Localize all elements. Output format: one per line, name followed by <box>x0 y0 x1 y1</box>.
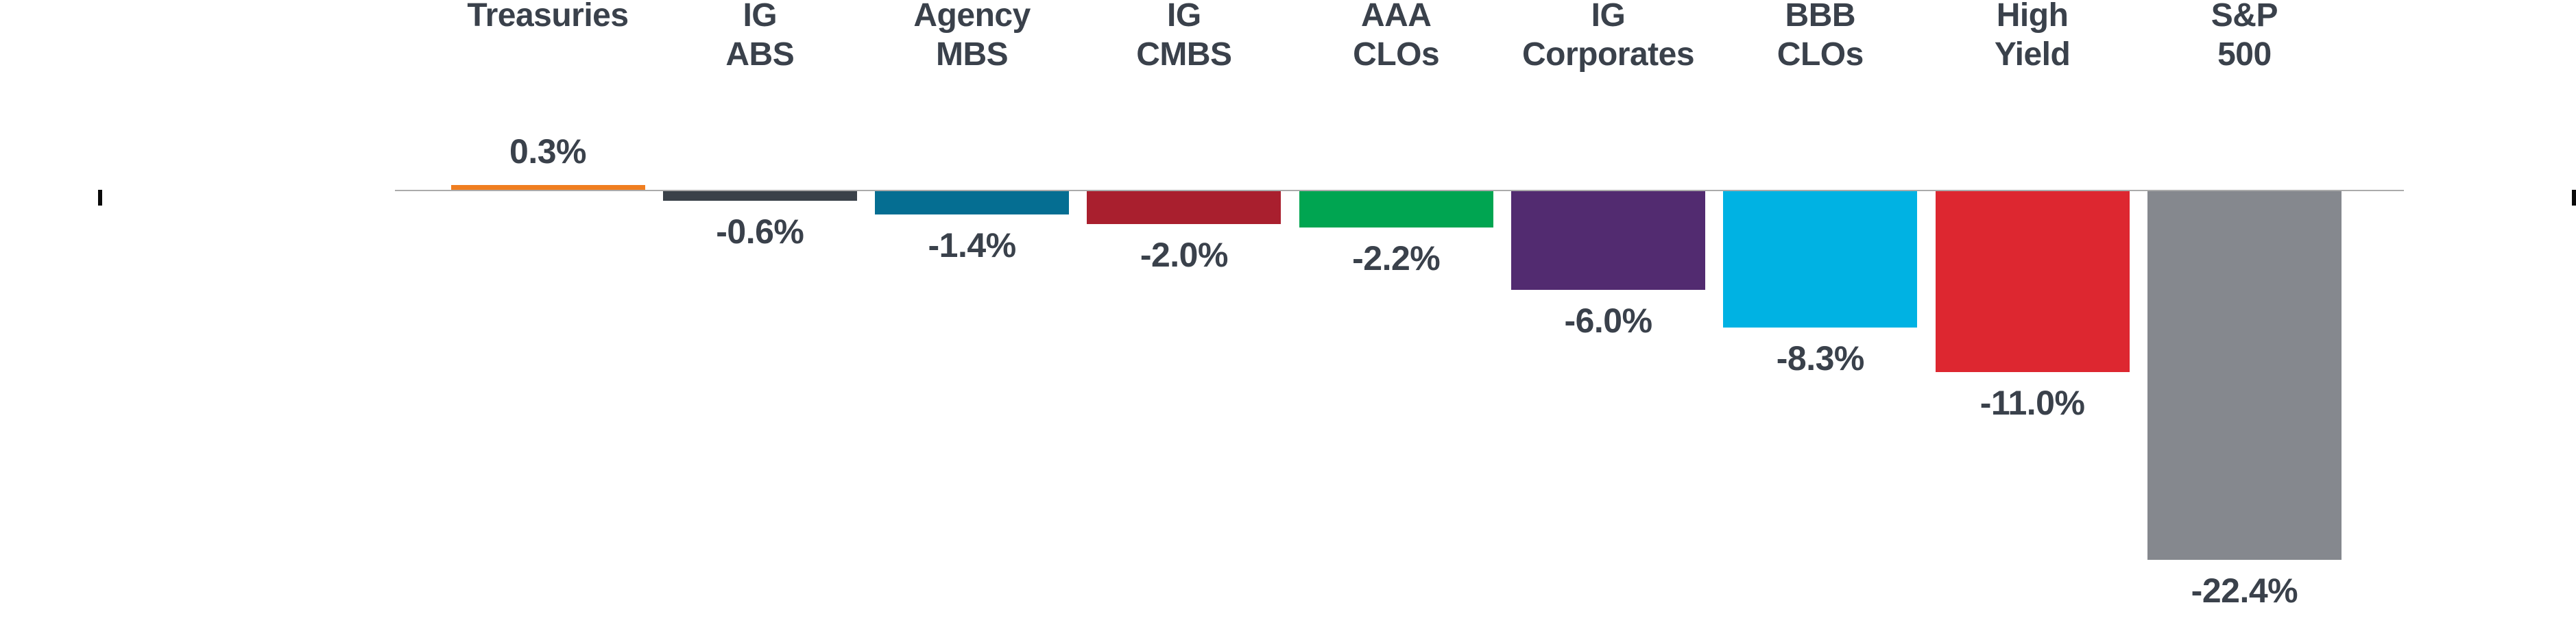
left-edge-mark <box>98 190 102 206</box>
value-label-agency-mbs: -1.4% <box>928 225 1017 264</box>
bar-ig-cmbs <box>1087 191 1281 224</box>
bar-ig-abs <box>662 191 857 201</box>
category-label-s-p-500: S&P 500 <box>2211 0 2278 73</box>
category-label-aaa-clos: AAA CLOs <box>1353 0 1440 73</box>
value-label-bbb-clos: -8.3% <box>1776 339 1865 378</box>
value-label-s-p-500: -22.4% <box>2191 571 2298 610</box>
value-label-aaa-clos: -2.2% <box>1352 238 1441 278</box>
category-label-treasuries: Treasuries <box>467 0 629 34</box>
bar-treasuries <box>450 184 645 190</box>
value-label-ig-corporates: -6.0% <box>1564 301 1652 340</box>
category-label-ig-corporates: IG Corporates <box>1521 0 1695 73</box>
bar-agency-mbs <box>875 191 1070 214</box>
bar-ig-corporates <box>1511 191 1705 290</box>
value-label-ig-cmbs: -2.0% <box>1140 236 1229 274</box>
category-label-ig-cmbs: IG CMBS <box>1136 0 1232 73</box>
category-label-high-yield: High Yield <box>1994 0 2071 73</box>
bar-aaa-clos <box>1299 191 1493 227</box>
category-label-agency-mbs: Agency MBS <box>913 0 1031 73</box>
category-label-ig-abs: IG ABS <box>725 0 795 73</box>
category-label-bbb-clos: BBB CLOs <box>1777 0 1864 73</box>
zero-baseline <box>395 189 2404 191</box>
bar-s-p-500 <box>2147 191 2342 560</box>
value-label-treasuries: 0.3% <box>509 132 586 171</box>
value-label-ig-abs: -0.6% <box>716 212 804 251</box>
bar-bbb-clos <box>1723 191 1918 328</box>
value-label-high-yield: -11.0% <box>1979 384 2085 422</box>
bar-high-yield <box>1935 191 2130 372</box>
right-edge-mark <box>2572 190 2576 206</box>
